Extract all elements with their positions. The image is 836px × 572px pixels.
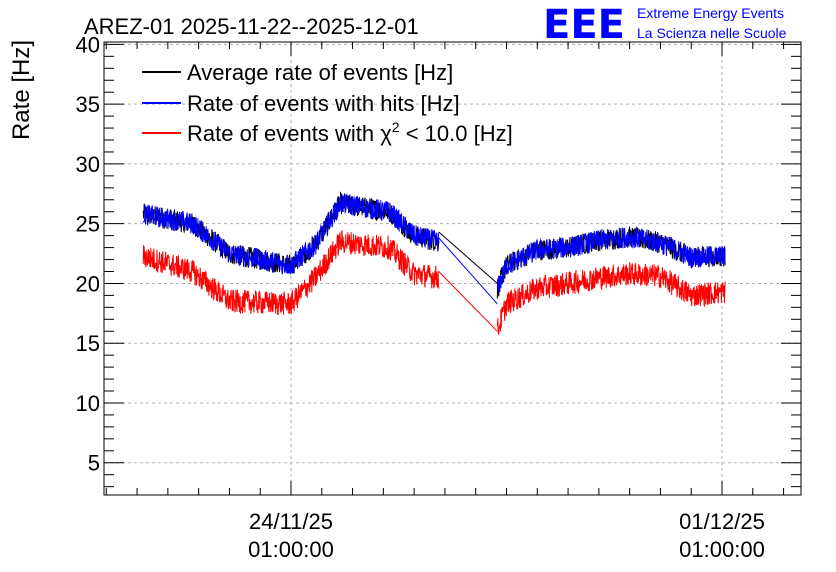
y-tick-label: 15 — [76, 331, 100, 356]
axis-tick-labels: 5 10 15 20 25 30 35 40 24/11/25 01:00:00 01/12/25 0… — [76, 32, 765, 562]
legend: Average rate of events [Hz] Rate of even… — [142, 60, 513, 146]
eee-logo: EEE Extreme Energy Events La Scienza nel… — [543, 2, 787, 48]
series-line-1-segment-1 — [438, 237, 498, 305]
series-line-1-segment-2 — [496, 227, 726, 293]
chart-title: AREZ-01 2025-11-22--2025-12-01 — [84, 14, 419, 39]
series-line-0-segment-1 — [438, 231, 498, 284]
y-tick-label: 20 — [76, 271, 100, 296]
y-tick-label: 40 — [76, 32, 100, 57]
grid-lines — [104, 42, 801, 495]
legend-label-chi2: Rate of events with χ2 < 10.0 [Hz] — [187, 119, 513, 146]
series-layer — [142, 191, 726, 336]
y-tick-label: 5 — [88, 451, 100, 476]
y-tick-label: 30 — [76, 152, 100, 177]
legend-label-hits: Rate of events with hits [Hz] — [187, 91, 460, 116]
eee-logo-mark: EEE — [543, 2, 625, 48]
legend-label-average: Average rate of events [Hz] — [187, 60, 453, 85]
y-tick-label: 25 — [76, 212, 100, 237]
x-tick-date-label: 24/11/25 — [249, 509, 333, 534]
legend-chi2-suffix: < 10.0 [Hz] — [400, 121, 513, 146]
series-line-2-segment-1 — [438, 271, 498, 332]
legend-chi-superscript: 2 — [392, 119, 400, 135]
x-tick-date-label: 01/12/25 — [679, 509, 765, 534]
logo-line-2: La Scienza nelle Scuole — [637, 25, 787, 41]
x-tick-time-label: 01:00:00 — [248, 537, 334, 562]
y-tick-label: 35 — [76, 92, 100, 117]
logo-line-1: Extreme Energy Events — [637, 5, 784, 21]
y-axis-label: Rate [Hz] — [8, 40, 35, 140]
series-line-1-segment-0 — [142, 193, 440, 275]
series-line-2-segment-2 — [496, 262, 726, 336]
y-tick-label: 10 — [76, 391, 100, 416]
plot-frame — [103, 41, 802, 496]
series-line-2-segment-0 — [142, 230, 440, 316]
legend-chi2-prefix: Rate of events with — [187, 121, 380, 146]
legend-chi-symbol: χ — [380, 121, 392, 146]
x-tick-time-label: 01:00:00 — [679, 537, 765, 562]
axis-ticks — [104, 42, 801, 495]
